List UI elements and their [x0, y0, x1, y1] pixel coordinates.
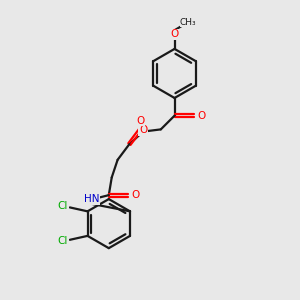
Text: Cl: Cl [58, 236, 68, 246]
Text: Cl: Cl [58, 201, 68, 212]
Text: O: O [197, 111, 205, 121]
Text: O: O [139, 125, 147, 135]
Text: HN: HN [84, 194, 100, 204]
Text: O: O [170, 29, 179, 39]
Text: CH₃: CH₃ [180, 18, 196, 27]
Text: O: O [131, 190, 140, 200]
Text: O: O [136, 116, 144, 126]
